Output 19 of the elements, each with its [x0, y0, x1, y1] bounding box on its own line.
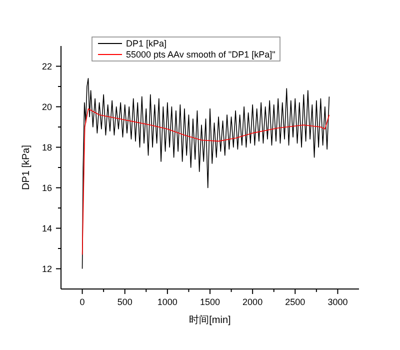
- y-tick-label: 18: [42, 142, 52, 152]
- legend-label: 55000 pts AAv smooth of "DP1 [kPa]": [126, 50, 276, 60]
- y-tick-label: 16: [42, 182, 52, 193]
- line-series: [82, 78, 330, 270]
- x-tick-label: 2000: [242, 297, 263, 307]
- x-tick-label: 1500: [200, 297, 220, 307]
- y-tick-label: 12: [42, 264, 52, 274]
- legend-label: DP1 [kPa]: [126, 38, 167, 49]
- x-tick-label: 1000: [157, 297, 178, 307]
- y-tick-label: 22: [42, 61, 52, 72]
- y-axis-title: DP1 [kPa]: [21, 144, 32, 190]
- y-tick-label: 14: [42, 223, 52, 234]
- x-axis-title: 时间[min]: [189, 314, 232, 326]
- line-series: [82, 108, 330, 255]
- x-tick-label: 0: [80, 297, 85, 307]
- x-tick-label: 2500: [285, 297, 306, 307]
- x-tick-label: 3000: [328, 297, 348, 307]
- x-tick-label: 500: [117, 297, 132, 307]
- y-tick-label: 20: [42, 102, 52, 112]
